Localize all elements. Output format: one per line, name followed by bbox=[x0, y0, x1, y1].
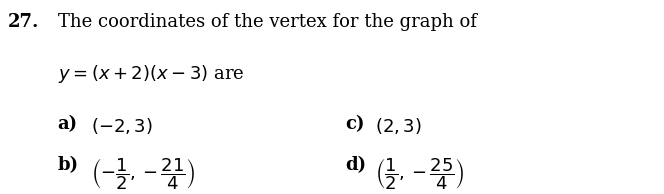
Text: $(2, 3)$: $(2, 3)$ bbox=[375, 115, 422, 136]
Text: b): b) bbox=[58, 156, 79, 174]
Text: c): c) bbox=[345, 115, 365, 133]
Text: The coordinates of the vertex for the graph of: The coordinates of the vertex for the gr… bbox=[58, 13, 477, 31]
Text: a): a) bbox=[58, 115, 78, 133]
Text: $y = (x + 2)(x - 3)$ are: $y = (x + 2)(x - 3)$ are bbox=[58, 63, 244, 85]
Text: d): d) bbox=[345, 156, 367, 174]
Text: $\left(\dfrac{1}{2}, -\dfrac{25}{4}\right)$: $\left(\dfrac{1}{2}, -\dfrac{25}{4}\righ… bbox=[375, 156, 465, 192]
Text: $\left(-\dfrac{1}{2}, -\dfrac{21}{4}\right)$: $\left(-\dfrac{1}{2}, -\dfrac{21}{4}\rig… bbox=[91, 156, 195, 192]
Text: $(-2, 3)$: $(-2, 3)$ bbox=[91, 115, 152, 136]
Text: 27.: 27. bbox=[8, 13, 39, 31]
